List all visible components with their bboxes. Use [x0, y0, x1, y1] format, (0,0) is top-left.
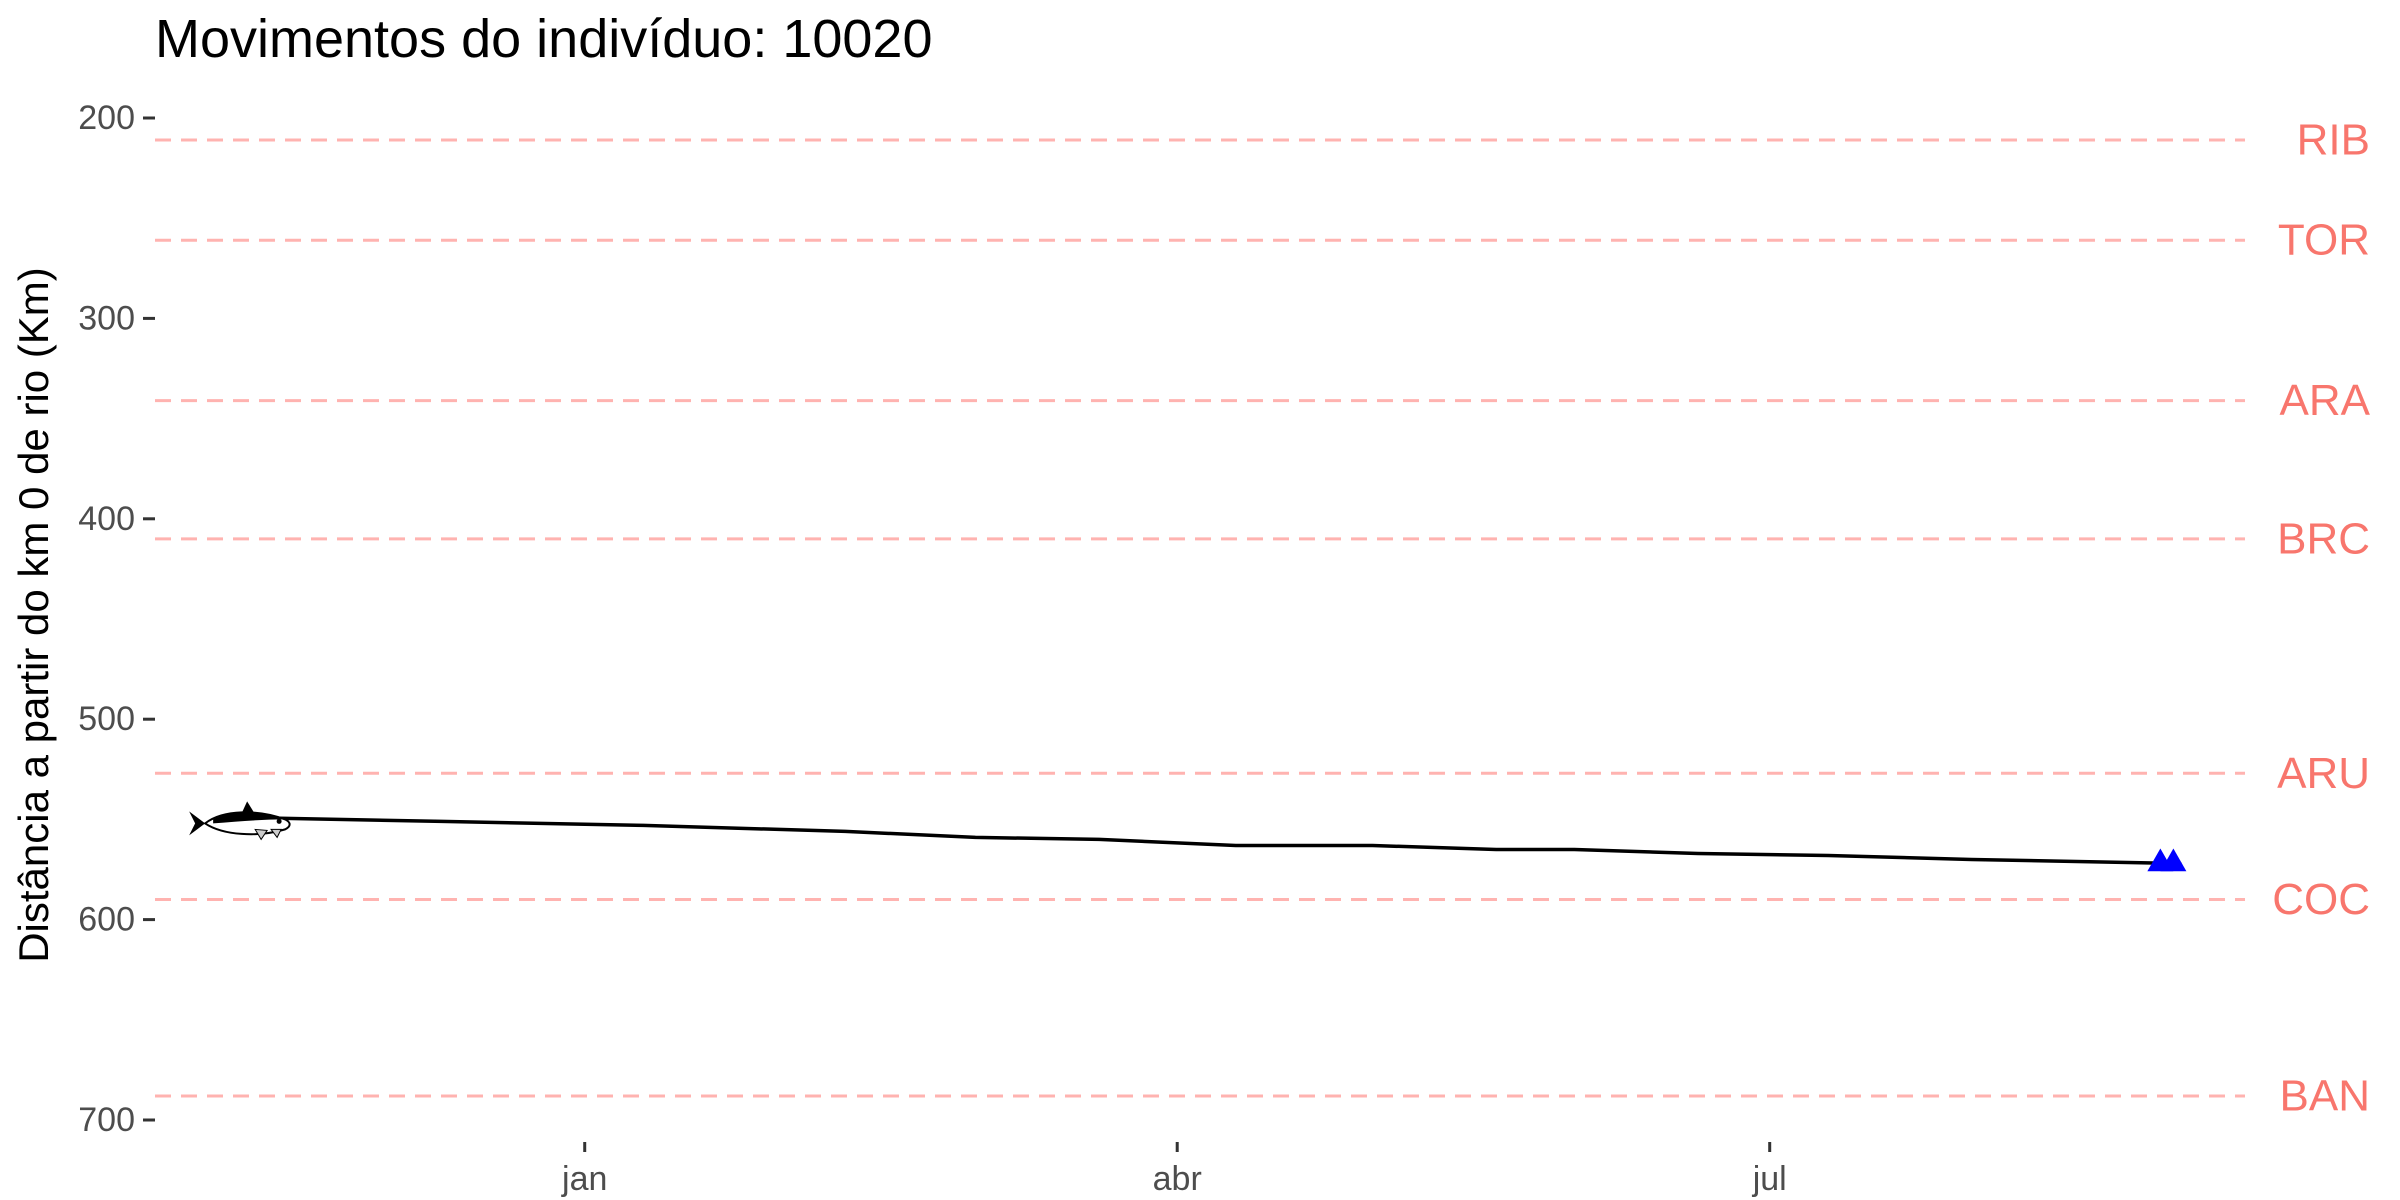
x-axis: jan abr jul [561, 1142, 1787, 1198]
x-tick-label-jan: jan [561, 1160, 607, 1198]
y-tick-label-500: 500 [78, 700, 135, 738]
reference-label-aru: ARU [2277, 749, 2370, 798]
fish-tail-fin [189, 811, 206, 836]
reference-label-coc: COC [2272, 875, 2370, 924]
reference-lines: RIB TOR ARA BRC ARU COC BAN [155, 116, 2371, 1120]
chart-title: Movimentos do indivíduo: 10020 [155, 9, 933, 69]
reference-label-rib: RIB [2297, 116, 2370, 165]
reference-label-tor: TOR [2278, 216, 2370, 265]
series-layer [231, 815, 2182, 866]
y-tick-label-400: 400 [78, 500, 135, 538]
fish-dorsal-fin [241, 801, 256, 815]
y-tick-label-600: 600 [78, 901, 135, 939]
x-tick-label-jul: jul [1752, 1160, 1787, 1198]
y-tick-label-200: 200 [78, 99, 135, 137]
end-triangle-marker-2 [2160, 848, 2187, 872]
reference-label-brc: BRC [2277, 514, 2370, 563]
reference-label-ara: ARA [2280, 376, 2371, 425]
fish-back [213, 812, 284, 824]
fish-icon [189, 801, 291, 841]
fish-eye [276, 818, 282, 824]
marker-layer [189, 801, 2187, 872]
reference-label-ban: BAN [2280, 1071, 2370, 1120]
y-tick-label-300: 300 [78, 299, 135, 337]
y-tick-label-700: 700 [78, 1101, 135, 1139]
x-tick-label-abr: abr [1153, 1160, 1202, 1198]
y-axis: 200 300 400 500 600 700 [78, 99, 155, 1139]
y-axis-title: Distância a partir do km 0 de rio (Km) [10, 267, 57, 963]
series-line-1 [231, 815, 2182, 866]
fish-belly-fins [254, 828, 282, 841]
